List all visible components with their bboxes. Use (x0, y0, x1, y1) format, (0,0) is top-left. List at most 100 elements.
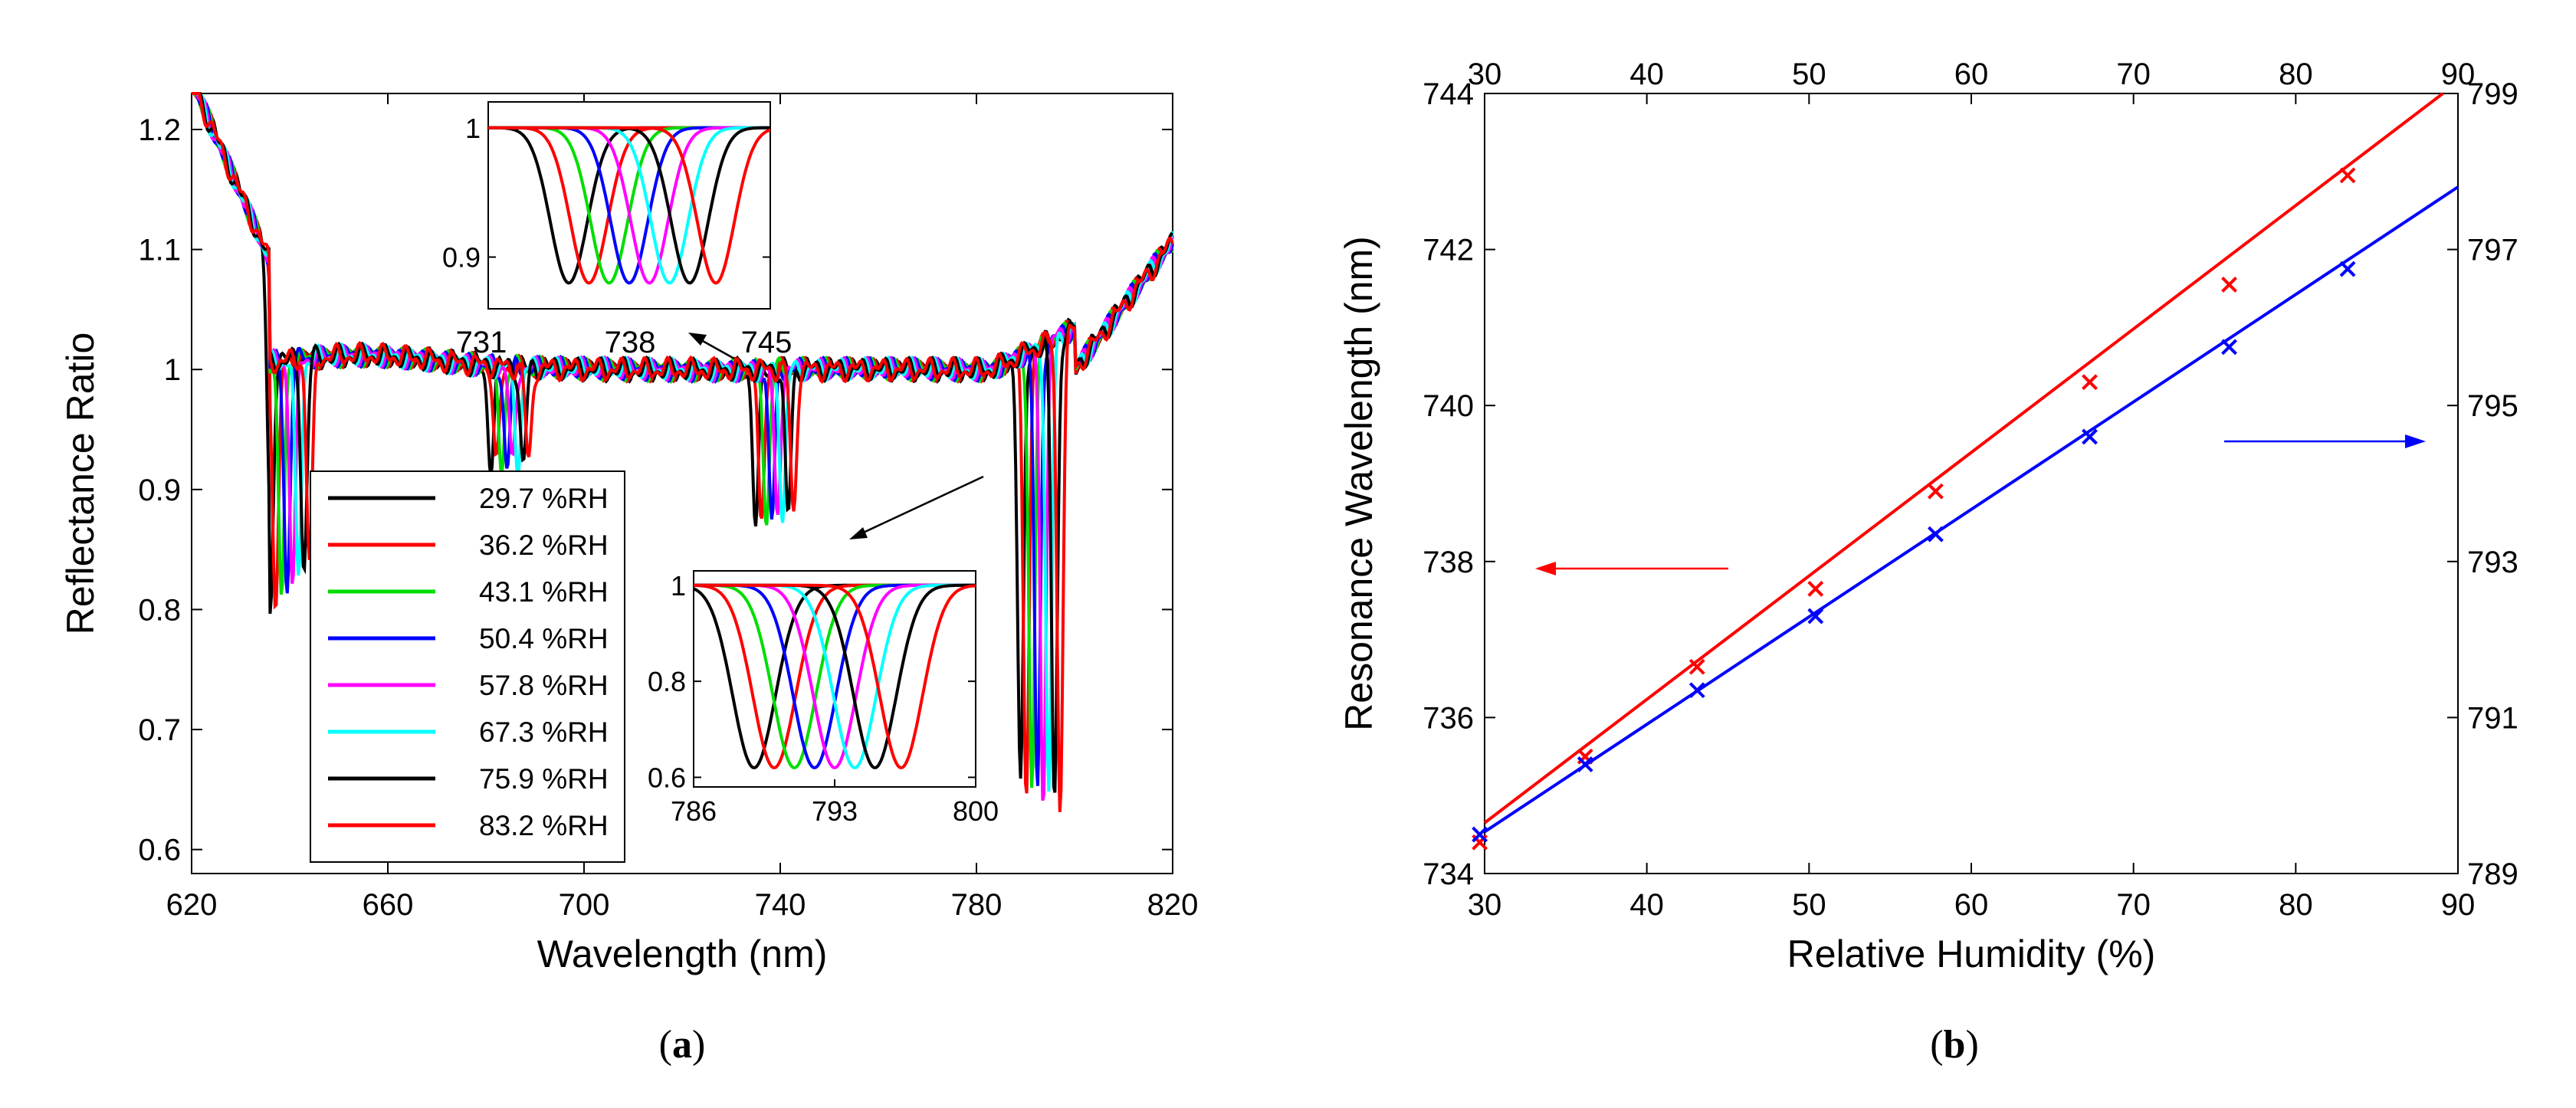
x-tick-label: 700 (559, 888, 610, 922)
marker-stroke (1577, 756, 1593, 772)
data-point-marker (2221, 339, 2237, 356)
fit-line (1483, 92, 2444, 824)
marker-stroke (2221, 339, 2237, 356)
right-y-tick-label: 789 (2467, 857, 2519, 891)
panel-b: 30 30 40 40 50 50 60 60 70 70 80 80 90 90 734 736 738 740… (1337, 57, 2519, 1067)
marker-stroke (2339, 167, 2356, 184)
inset-y-tick-label: 0.6 (648, 762, 686, 793)
marker-stroke (2221, 276, 2237, 293)
x-tick-label: 90 (2441, 888, 2476, 922)
panel-a-xlabel: Wavelength (nm) (537, 933, 828, 975)
top-x-tick-label: 50 (1792, 57, 1826, 91)
panel-b-xlabel: Relative Humidity (%) (1787, 933, 2156, 975)
data-point-marker (1807, 608, 1824, 624)
y-tick-label: 1.2 (138, 113, 181, 147)
legend-label: 36.2 %RH (479, 529, 609, 561)
panel-b-caption: (b) (1930, 1023, 1979, 1067)
top-x-tick-label: 60 (1954, 57, 1989, 91)
x-tick-label: 60 (1954, 888, 1989, 922)
legend-label: 43.1 %RH (479, 576, 609, 608)
inset-x-tick-label: 786 (671, 795, 717, 827)
left-y-tick-label: 734 (1423, 857, 1474, 891)
left-y-tick-label: 738 (1423, 546, 1474, 579)
inset-y-tick-label: 1 (671, 570, 686, 602)
right-y-tick-label: 793 (2467, 546, 2519, 579)
inset-upper: 0.91 (442, 101, 771, 310)
marker-stroke (1928, 526, 1944, 543)
inset-upper-frame (487, 101, 771, 310)
legend-label: 50.4 %RH (479, 623, 609, 654)
legend-label: 75.9 %RH (479, 763, 609, 795)
right-y-tick-label: 797 (2467, 234, 2519, 267)
left-y-tick-label: 736 (1423, 701, 1474, 735)
legend-label: 57.8 %RH (479, 670, 609, 701)
x-tick-label: 30 (1468, 888, 1502, 922)
legend-box (310, 470, 625, 863)
right-y-tick-label: 795 (2467, 389, 2519, 423)
marker-stroke (1928, 483, 1944, 500)
marker-stroke (2339, 261, 2356, 277)
right-y-tick-label: 791 (2467, 701, 2519, 735)
x-tick-label: 620 (166, 888, 218, 922)
marker-stroke (1807, 581, 1824, 597)
data-point-marker (1577, 756, 1593, 772)
data-point-marker (1928, 526, 1944, 543)
x-tick-label: 660 (363, 888, 414, 922)
inset-spectrum-line (488, 126, 771, 285)
right-y-tick-label: 799 (2467, 77, 2519, 111)
legend-label: 83.2 %RH (479, 810, 609, 841)
y-tick-label: 1 (164, 353, 181, 387)
inset-lower-frame (693, 570, 976, 788)
inset-x-tick-label: 800 (953, 795, 999, 827)
inset-x-tick-label: 793 (812, 795, 858, 827)
annotation-arrow-upper (688, 333, 735, 360)
x-tick-label: 80 (2279, 888, 2313, 922)
y-tick-label: 0.6 (138, 834, 181, 867)
x-tick-label: 780 (951, 888, 1003, 922)
marker-stroke (2082, 428, 2098, 445)
legend-label: 67.3 %RH (479, 716, 609, 748)
fit-line (1483, 185, 2460, 834)
data-point-marker (2082, 374, 2098, 391)
data-point-marker (1472, 826, 1488, 843)
inset-upper-tick-738: 738 (605, 326, 656, 359)
annotation-arrow-blue-right (2224, 434, 2426, 448)
inset-y-tick-label: 0.8 (648, 666, 686, 697)
y-tick-label: 1.1 (138, 234, 181, 267)
inset-spectrum-line (694, 583, 976, 769)
y-tick-label: 0.9 (138, 474, 181, 507)
annotation-arrow-lower (849, 475, 984, 539)
top-x-tick-label: 80 (2279, 57, 2313, 91)
x-tick-label: 50 (1792, 888, 1826, 922)
legend: 29.7 %RH 36.2 %RH 43.1 %RH 50.4 %RH 57.8 %RH… (310, 470, 625, 863)
data-point-marker (2339, 167, 2356, 184)
marker-stroke (2082, 374, 2098, 391)
x-tick-label: 40 (1629, 888, 1664, 922)
panel-a-ylabel: Reflectance Ratio (59, 333, 102, 635)
top-x-tick-label: 70 (2116, 57, 2151, 91)
inset-upper-tick-731: 731 (456, 326, 507, 359)
top-x-tick-label: 90 (2441, 57, 2476, 91)
data-point-marker (1807, 581, 1824, 597)
panel-b-ylabel: Resonance Wavelength (nm) (1337, 236, 1380, 731)
x-tick-label: 740 (755, 888, 806, 922)
panel-a-caption: (a) (659, 1023, 706, 1067)
x-tick-label: 820 (1147, 888, 1199, 922)
data-point-marker (1688, 682, 1705, 699)
top-x-tick-label: 40 (1629, 57, 1664, 91)
annotation-arrow-red-left (1535, 562, 1728, 575)
left-y-tick-label: 744 (1423, 77, 1474, 111)
marker-stroke (1688, 658, 1705, 675)
data-point-marker (2082, 428, 2098, 445)
spectrum-line (192, 92, 1174, 812)
data-point-marker (1688, 658, 1705, 675)
inset-lower: 0.6 0.8 1 786 793 800 (648, 570, 999, 827)
data-point-marker (1928, 483, 1944, 500)
data-point-marker (2339, 261, 2356, 277)
left-y-tick-label: 740 (1423, 389, 1474, 423)
y-tick-label: 0.7 (138, 713, 181, 747)
marker-stroke (1807, 608, 1824, 624)
data-point-marker (2221, 276, 2237, 293)
